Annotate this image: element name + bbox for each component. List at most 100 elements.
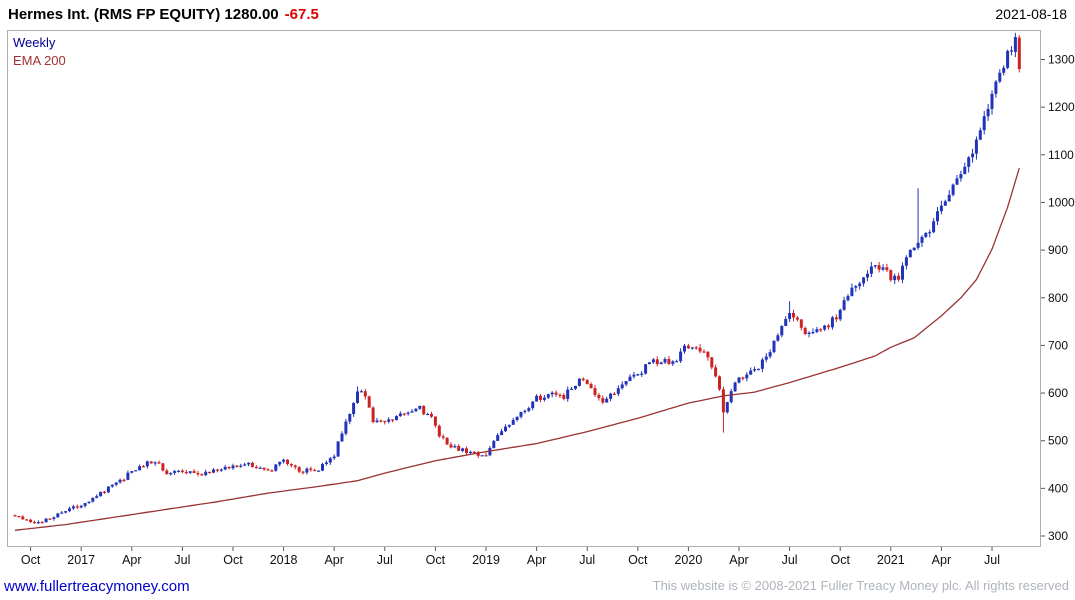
candle-body [901, 265, 904, 280]
website-link[interactable]: www.fullertreacymoney.com [4, 578, 190, 595]
candle-body [990, 93, 994, 109]
candle-body [1002, 67, 1006, 73]
x-axis-tick-label: Apr [122, 553, 141, 567]
candle-body [449, 444, 453, 448]
candle-body [963, 166, 967, 175]
candle-body [33, 522, 36, 524]
candle-body [679, 351, 683, 362]
candle-body [1006, 50, 1010, 68]
candle-body [1013, 37, 1017, 52]
candle-body [426, 413, 430, 416]
candle-body [496, 435, 500, 441]
candle-body [87, 501, 91, 503]
candle-body [321, 464, 324, 471]
candle-body [943, 201, 947, 206]
candle-body [998, 72, 1002, 82]
y-axis-tick-label: 800 [1048, 291, 1068, 305]
candle-body [655, 359, 659, 365]
candle-body [912, 247, 916, 251]
candle-body [118, 479, 122, 483]
candle-body [799, 319, 803, 328]
candle-body [507, 424, 511, 427]
candle-body [593, 388, 597, 395]
candle-body [893, 275, 897, 281]
candle-body [352, 403, 356, 414]
candle-body [208, 471, 212, 473]
candle-body [605, 398, 609, 403]
candle-body [169, 472, 173, 475]
candle-body [659, 362, 663, 365]
candle-body [819, 329, 823, 331]
candle-body [554, 392, 558, 395]
candle-body [395, 416, 398, 420]
candle-body [379, 420, 383, 422]
candle-body [601, 398, 605, 403]
candle-body [196, 473, 200, 475]
candle-body [317, 470, 321, 472]
candle-body [461, 448, 465, 451]
candle-body [219, 469, 223, 471]
candle-body [795, 317, 799, 320]
candle-body [138, 466, 142, 471]
candle-body [947, 194, 951, 202]
candle-body [145, 461, 149, 467]
candle-body [628, 376, 632, 382]
candle-body [75, 506, 79, 508]
candle-body [282, 459, 286, 462]
candle-body [56, 513, 60, 518]
candle-body [846, 296, 850, 301]
candle-body [881, 267, 885, 270]
candle-body [511, 420, 515, 425]
candle-body [332, 456, 336, 459]
candle-body [465, 448, 468, 453]
candle-body [694, 347, 698, 349]
candle-body [40, 522, 44, 524]
candle-body [243, 464, 247, 466]
candle-body [305, 468, 309, 473]
candle-body [492, 440, 496, 448]
x-axis-tick-label: Jul [579, 553, 595, 567]
candle-body [768, 352, 772, 357]
candle-body [387, 419, 391, 422]
candle-body [247, 462, 251, 465]
candle-body [815, 329, 819, 332]
candle-body [873, 265, 877, 267]
y-axis-tick-label: 1100 [1048, 148, 1074, 162]
candle-body [904, 257, 908, 266]
y-axis-tick-label: 1300 [1048, 53, 1075, 67]
candle-body [612, 393, 616, 395]
candle-body [484, 455, 488, 457]
candle-body [165, 470, 169, 475]
candle-body [278, 461, 282, 465]
x-axis-tick-label: Oct [223, 553, 243, 567]
candle-body [177, 470, 180, 472]
candle-body [807, 332, 811, 334]
chart-date: 2021-08-18 [995, 6, 1067, 22]
candle-body [897, 275, 901, 280]
x-axis-tick-label: 2019 [472, 553, 500, 567]
candle-body [585, 380, 589, 384]
candle-body [64, 511, 68, 513]
candle-body [581, 378, 585, 381]
candle-body [44, 518, 48, 523]
candle-body [184, 472, 188, 474]
candle-body [95, 496, 99, 498]
y-axis-tick-label: 500 [1048, 434, 1068, 448]
y-axis-tick-label: 900 [1048, 243, 1068, 257]
candle-body [749, 370, 753, 375]
candle-body [616, 388, 620, 394]
candle-body [690, 347, 694, 349]
candle-body [430, 413, 433, 417]
candle-body [60, 512, 64, 514]
candle-body [515, 416, 519, 420]
candle-body [710, 357, 714, 368]
candle-body [383, 420, 387, 423]
candle-body [126, 472, 130, 480]
candle-body [297, 467, 301, 472]
candle-body [71, 506, 75, 509]
candle-body [106, 486, 110, 493]
candle-body [982, 116, 986, 131]
x-axis-tick-label: Apr [932, 553, 951, 567]
candle-body [928, 232, 932, 234]
